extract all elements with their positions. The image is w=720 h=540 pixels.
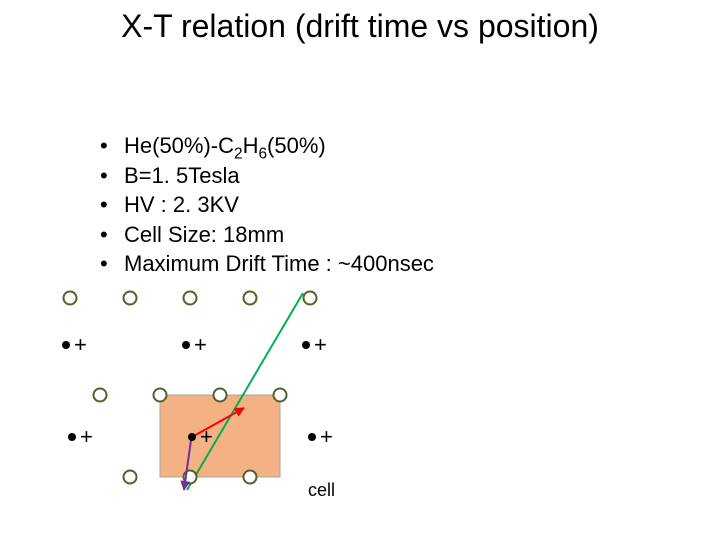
bullet-text: Maximum Drift Time : ~400nsec: [124, 251, 434, 276]
bullet-text: HV : 2. 3KV: [124, 192, 239, 217]
svg-text:+: +: [200, 424, 213, 449]
svg-text:+: +: [80, 424, 93, 449]
subscript: 6: [258, 145, 267, 162]
svg-text:+: +: [74, 332, 87, 357]
bullet-text: (50%): [267, 133, 326, 158]
bullet-item: He(50%)-C2H6(50%): [100, 132, 434, 160]
svg-text:+: +: [320, 424, 333, 449]
bullet-text: H: [243, 133, 259, 158]
bullet-list: He(50%)-C2H6(50%) B=1. 5Tesla HV : 2. 3K…: [60, 132, 434, 280]
svg-text:+: +: [194, 332, 207, 357]
bullet-text: B=1. 5Tesla: [124, 163, 240, 188]
cell-diagram: + + + + + +: [40, 280, 380, 540]
cell-label: cell: [308, 480, 335, 501]
bullet-item: Cell Size: 18mm: [100, 221, 434, 249]
slide-title: X-T relation (drift time vs position): [0, 8, 720, 45]
bullet-text: Cell Size: 18mm: [124, 222, 284, 247]
bullet-text: He(50%)-C: [124, 133, 234, 158]
svg-text:+: +: [314, 332, 327, 357]
subscript: 2: [234, 145, 243, 162]
bullet-item: B=1. 5Tesla: [100, 162, 434, 190]
bullet-item: Maximum Drift Time : ~400nsec: [100, 250, 434, 278]
bullet-item: HV : 2. 3KV: [100, 191, 434, 219]
slide: X-T relation (drift time vs position) He…: [0, 0, 720, 540]
